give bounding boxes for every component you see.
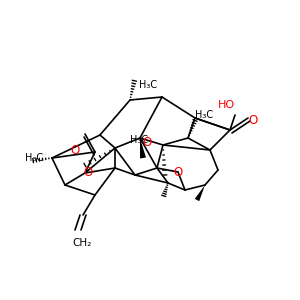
Text: O: O <box>83 166 93 178</box>
Text: H₃C: H₃C <box>130 135 148 145</box>
Text: O: O <box>173 166 183 178</box>
Text: H₃C: H₃C <box>25 153 43 163</box>
Text: O: O <box>248 113 258 127</box>
Text: O: O <box>142 136 152 149</box>
Text: HO: HO <box>218 100 235 110</box>
Text: H₃C: H₃C <box>139 80 157 90</box>
Text: CH₂: CH₂ <box>72 238 92 248</box>
Polygon shape <box>195 185 205 201</box>
Text: H₃C: H₃C <box>195 110 213 120</box>
Polygon shape <box>140 138 146 158</box>
Text: O: O <box>70 143 80 157</box>
